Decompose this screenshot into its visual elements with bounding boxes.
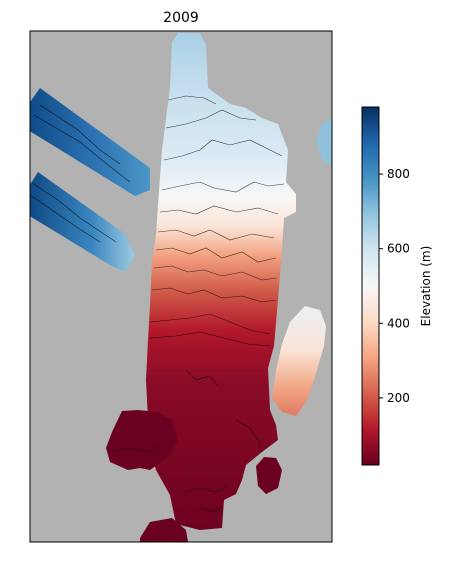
left-strip-upper xyxy=(30,88,150,196)
chart-title: 2009 xyxy=(163,10,199,26)
lower-left-patch xyxy=(106,410,178,470)
colorbar-tick-label-200: 200 xyxy=(387,391,410,405)
colorbar-tick-label-600: 600 xyxy=(387,242,410,256)
contour-lines xyxy=(30,95,285,513)
colorbar-gradient xyxy=(362,107,379,465)
colorbar-frame xyxy=(361,106,380,466)
right-edge-fragment xyxy=(316,118,332,166)
main-strip xyxy=(146,33,296,530)
colorbar-tick-label-800: 800 xyxy=(387,167,410,181)
colorbar-tick-label-400: 400 xyxy=(387,316,410,330)
plot-area xyxy=(29,30,333,543)
bottom-patch xyxy=(140,518,188,542)
axes-frame xyxy=(29,30,333,543)
lower-right-patch xyxy=(256,457,282,494)
left-strip-lower xyxy=(30,172,135,272)
colorbar: 200 400 600 800 Elevation (m) xyxy=(361,106,433,466)
colorbar-label: Elevation (m) xyxy=(419,246,433,327)
right-strip xyxy=(272,306,326,416)
